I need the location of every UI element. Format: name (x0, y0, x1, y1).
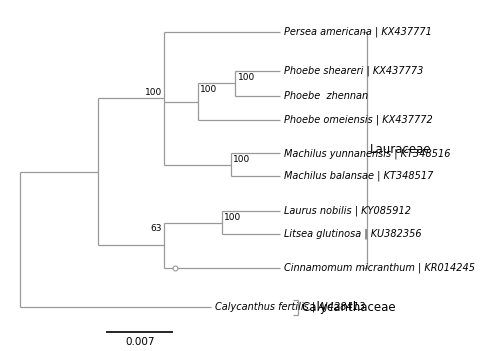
Text: 100: 100 (238, 73, 255, 82)
Text: 0.007: 0.007 (125, 337, 154, 347)
Text: Phoebe omeiensis | KX437772: Phoebe omeiensis | KX437772 (284, 115, 432, 125)
Text: Lauraceae: Lauraceae (370, 143, 432, 156)
Text: Litsea glutinosa | KU382356: Litsea glutinosa | KU382356 (284, 229, 421, 239)
Text: 100: 100 (224, 213, 242, 222)
Text: 100: 100 (233, 155, 250, 164)
Text: 100: 100 (145, 88, 162, 97)
Text: 63: 63 (150, 224, 162, 233)
Text: Persea americana | KX437771: Persea americana | KX437771 (284, 26, 432, 37)
Text: Machilus yunnanensis | KT348516: Machilus yunnanensis | KT348516 (284, 148, 450, 159)
Text: Laurus nobilis | KY085912: Laurus nobilis | KY085912 (284, 206, 410, 217)
Text: Phoebe sheareri | KX437773: Phoebe sheareri | KX437773 (284, 66, 423, 77)
Text: Calycanthus fertilis | AJ428413: Calycanthus fertilis | AJ428413 (214, 302, 365, 312)
Text: Machilus balansae | KT348517: Machilus balansae | KT348517 (284, 171, 433, 181)
Text: Calycanthaceae: Calycanthaceae (302, 301, 396, 314)
Text: Cinnamomum micranthum | KR014245: Cinnamomum micranthum | KR014245 (284, 262, 474, 273)
Text: 100: 100 (200, 85, 217, 94)
Text: Phoebe  zhennan: Phoebe zhennan (284, 91, 368, 100)
